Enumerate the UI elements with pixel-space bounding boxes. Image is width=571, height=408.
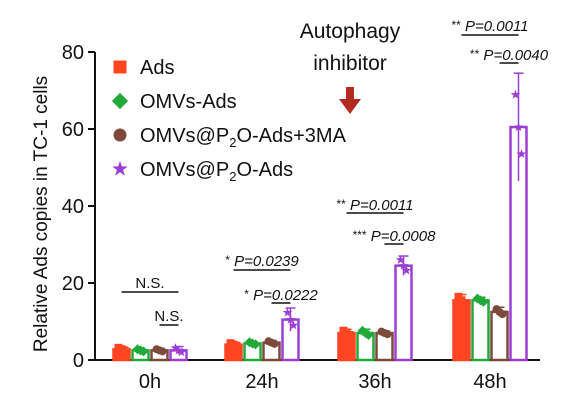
significance-label: *** P=0.0008 [353,228,436,245]
significance-label: * P=0.0222 [244,287,318,304]
significance-stars: ** [451,18,461,32]
data-point [395,254,406,264]
legend-marker [113,60,127,74]
data-point [247,338,258,349]
significance-label: ** P=0.0040 [470,47,549,64]
legend-label-main: OMVs@P [140,159,229,181]
significance-stars: * [244,287,249,301]
legend-label: OMVs@P2O-Ads [140,159,293,184]
data-point [288,320,299,330]
significance-label: N.S. [154,308,183,325]
data-point [135,345,146,356]
significance-label: ** P=0.0011 [336,197,413,214]
data-point [173,345,184,355]
x-tick-label: 36h [358,371,391,393]
bar [452,299,471,362]
bar [394,264,413,362]
y-tick-label: 80 [62,42,84,64]
legend-label-main: OMVs@P [140,125,229,147]
p-value: P=0.0040 [479,47,548,64]
y-tick-label: 0 [73,350,84,372]
p-value: P=0.0222 [249,287,318,304]
significance-label: ** P=0.0011 [451,18,528,35]
legend-marker [113,128,127,142]
data-point [155,346,164,355]
significance-stars: ** [470,47,480,61]
p-value: P=0.0239 [230,253,299,270]
data-point [513,122,524,132]
data-point [380,329,389,338]
y-tick-label: 40 [62,196,84,218]
p-value: P=0.0008 [367,228,436,245]
data-point [516,149,527,159]
callout-arrow-shaft [346,87,354,101]
data-point [170,343,181,353]
y-tick-label: 60 [62,119,84,141]
p-value: P=0.0011 [461,18,529,35]
y-tick-label: 20 [62,273,84,295]
legend-label-subscript: 2 [229,135,236,150]
y-axis-label: Relative Ads copies in TC-1 cells [31,76,52,352]
data-point [457,296,466,305]
legend-label-main: OMVs-Ads [140,91,237,113]
callout-text: inhibitor [313,52,387,75]
legend-label: OMVs@P2O-Ads+3MA [140,125,347,150]
p-value: P=0.0011 [346,197,414,214]
data-point [176,347,187,357]
data-point [285,314,296,324]
legend-label-main: Ads [140,57,174,79]
bar [490,310,509,362]
legend-marker [112,160,128,176]
data-point [475,295,486,306]
data-point [398,260,409,270]
data-point [342,329,351,338]
significance-label: N.S. [135,275,164,292]
data-point [510,89,521,99]
data-point [495,307,504,316]
callout-text: Autophagy [300,20,401,43]
x-tick-label: 24h [245,371,278,393]
legend-label: OMVs-Ads [140,91,237,113]
x-tick-label: 0h [139,371,161,393]
x-tick-label: 48h [473,371,506,393]
legend-marker [111,92,129,110]
data-point [267,338,276,347]
data-point [360,328,371,339]
data-point [229,340,238,349]
significance-label: * P=0.0239 [225,253,299,270]
significance-stars: ** [336,197,346,211]
callout-arrow-head [339,99,361,114]
data-point [282,307,293,317]
data-point [401,265,412,275]
significance-stars: *** [353,228,367,242]
significance-stars: * [225,253,230,267]
legend-label: Ads [140,57,174,79]
bar [471,299,490,362]
legend-label-tail: O-Ads [236,159,293,181]
legend-label-subscript: 2 [229,169,236,184]
legend-label-tail: O-Ads+3MA [236,125,346,147]
data-point [117,345,126,354]
